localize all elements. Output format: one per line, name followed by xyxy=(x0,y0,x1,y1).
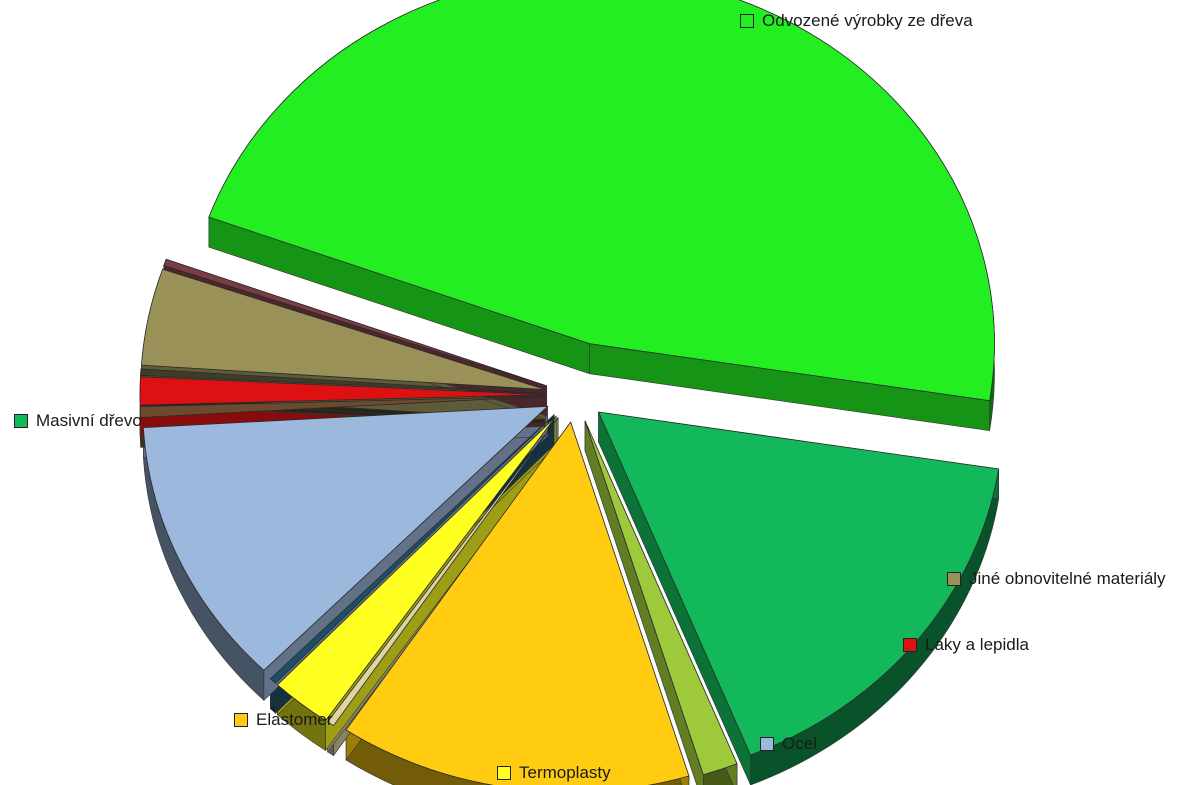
pie-slice-ocel xyxy=(142,405,549,671)
slice-label-text-elastomer: Elastomer xyxy=(256,710,333,729)
slice-label-text-masivni-drevo: Masivní dřevo xyxy=(36,411,142,430)
pie-slice-laky-a-lepidla xyxy=(139,376,546,406)
legend-swatch-laky-a-lepidla xyxy=(903,638,917,652)
slice-label-text-jine-obnovitelne-materialy: Jiné obnovitelné materiály xyxy=(969,569,1166,588)
slice-label-text-termoplasty: Termoplasty xyxy=(519,763,611,782)
pie-slice-minor-2 xyxy=(584,420,738,776)
legend-swatch-ocel xyxy=(760,737,774,751)
slice-label-odvozene-vyrobky-ze-dreva: Odvozené výrobky ze dřeva xyxy=(740,11,973,31)
slice-label-ocel: Ocel xyxy=(760,734,817,754)
slice-label-text-laky-a-lepidla: Laky a lepidla xyxy=(925,635,1029,654)
slice-label-laky-a-lepidla: Laky a lepidla xyxy=(903,635,1029,655)
legend-swatch-jine-obnovitelne-materialy xyxy=(947,572,961,586)
slice-label-elastomer: Elastomer xyxy=(234,710,333,730)
pie-slice-jine-obnovitelne-materialy xyxy=(141,268,546,390)
pie-slice-elastomer xyxy=(345,421,690,785)
pie-slice-odvozene-vyrobky-ze-dreva xyxy=(208,0,995,402)
pie-slice-minor-8 xyxy=(139,395,546,418)
pie-slice-minor-4 xyxy=(327,417,559,727)
pie-slice-termoplasty xyxy=(276,415,557,722)
slice-label-text-odvozene-vyrobky-ze-dreva: Odvozené výrobky ze dřeva xyxy=(762,11,973,30)
pie-slice-minor-10 xyxy=(140,368,546,394)
slice-label-jine-obnovitelne-materialy: Jiné obnovitelné materiály xyxy=(947,569,1166,589)
slice-label-text-ocel: Ocel xyxy=(782,734,817,753)
slice-label-masivni-drevo: Masivní dřevo xyxy=(14,411,142,431)
pie-slice-minor-6 xyxy=(269,414,555,684)
legend-swatch-elastomer xyxy=(234,713,248,727)
legend-swatch-odvozene-vyrobky-ze-dreva xyxy=(740,14,754,28)
pie-slice-minor-12 xyxy=(163,258,547,387)
legend-swatch-masivni-drevo xyxy=(14,414,28,428)
legend-swatch-termoplasty xyxy=(497,766,511,780)
slice-label-termoplasty: Termoplasty xyxy=(497,763,611,783)
